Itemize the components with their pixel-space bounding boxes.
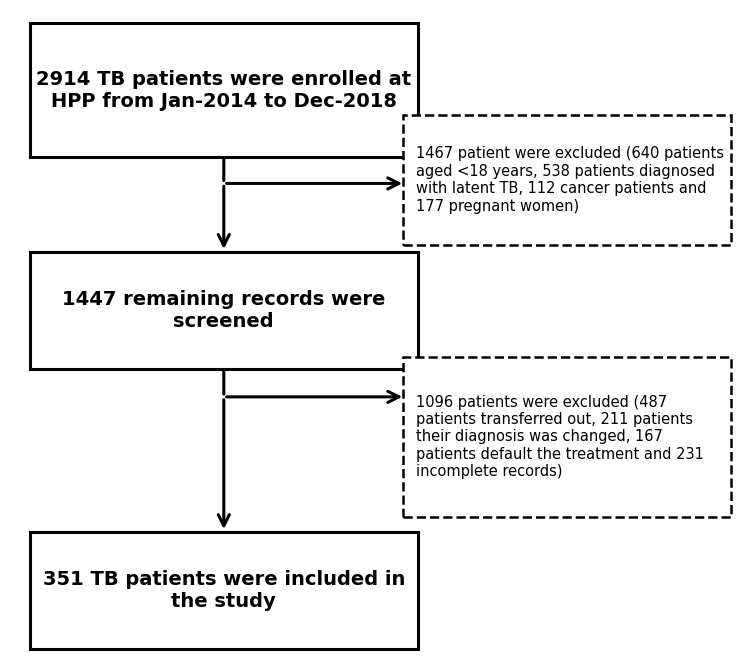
Text: 351 TB patients were included in
the study: 351 TB patients were included in the stu…: [43, 570, 405, 611]
FancyBboxPatch shape: [30, 532, 418, 648]
FancyBboxPatch shape: [30, 23, 418, 157]
FancyBboxPatch shape: [30, 251, 418, 368]
Text: 1447 remaining records were
screened: 1447 remaining records were screened: [62, 289, 386, 331]
Text: 2914 TB patients were enrolled at
HPP from Jan-2014 to Dec-2018: 2914 TB patients were enrolled at HPP fr…: [37, 69, 411, 111]
FancyBboxPatch shape: [403, 357, 731, 517]
Text: 1096 patients were excluded (487
patients transferred out, 211 patients
their di: 1096 patients were excluded (487 patient…: [416, 395, 704, 479]
Text: 1467 patient were excluded (640 patients
aged <18 years, 538 patients diagnosed
: 1467 patient were excluded (640 patients…: [416, 147, 724, 213]
FancyBboxPatch shape: [403, 115, 731, 245]
